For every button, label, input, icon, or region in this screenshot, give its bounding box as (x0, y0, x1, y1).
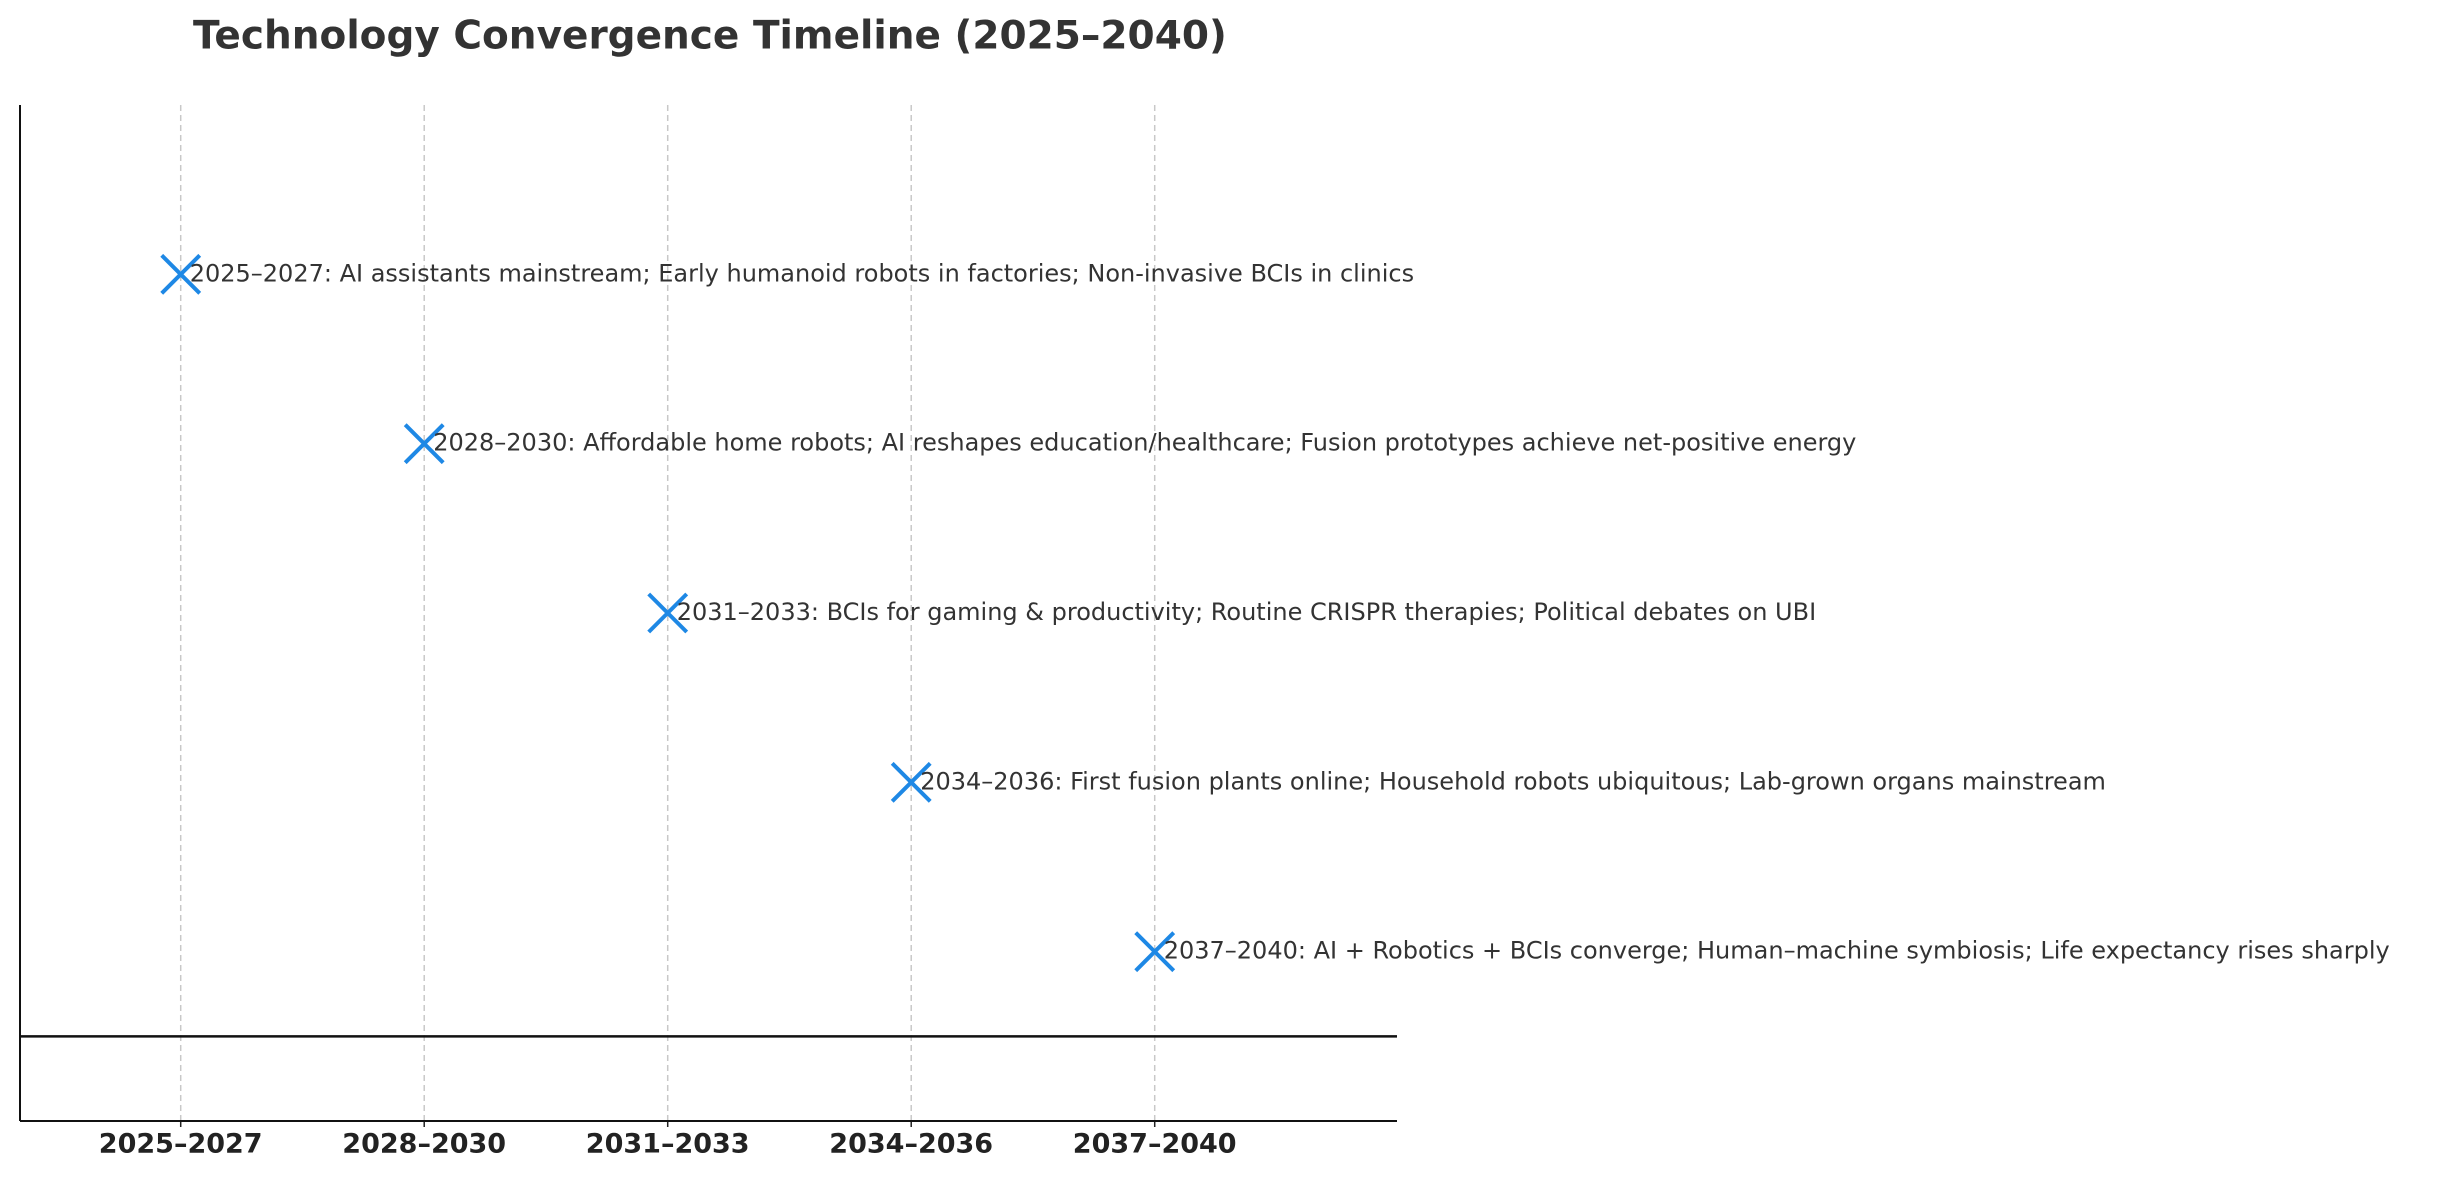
annotation: 2025–2027: AI assistants mainstream; Ear… (190, 259, 1414, 287)
chart-title: Technology Convergence Timeline (2025–20… (193, 14, 1227, 59)
annotation: 2037–2040: AI + Robotics + BCIs converge… (1164, 937, 2390, 965)
marker (890, 761, 932, 803)
marker (647, 592, 689, 634)
x-tick-label: 2034–2036 (829, 1129, 993, 1160)
annotation: 2034–2036: First fusion plants online; H… (920, 767, 2106, 795)
marker (1134, 931, 1176, 973)
x-tick-label: 2037–2040 (1073, 1129, 1237, 1160)
annotation: 2028–2030: Affordable home robots; AI re… (433, 429, 1856, 457)
x-tick-label: 2031–2033 (586, 1129, 750, 1160)
marker (403, 423, 445, 465)
marker (160, 253, 202, 295)
x-tick-label: 2028–2030 (342, 1129, 506, 1160)
annotation: 2031–2033: BCIs for gaming & productivit… (677, 598, 1816, 626)
x-tick-label: 2025–2027 (99, 1129, 263, 1160)
